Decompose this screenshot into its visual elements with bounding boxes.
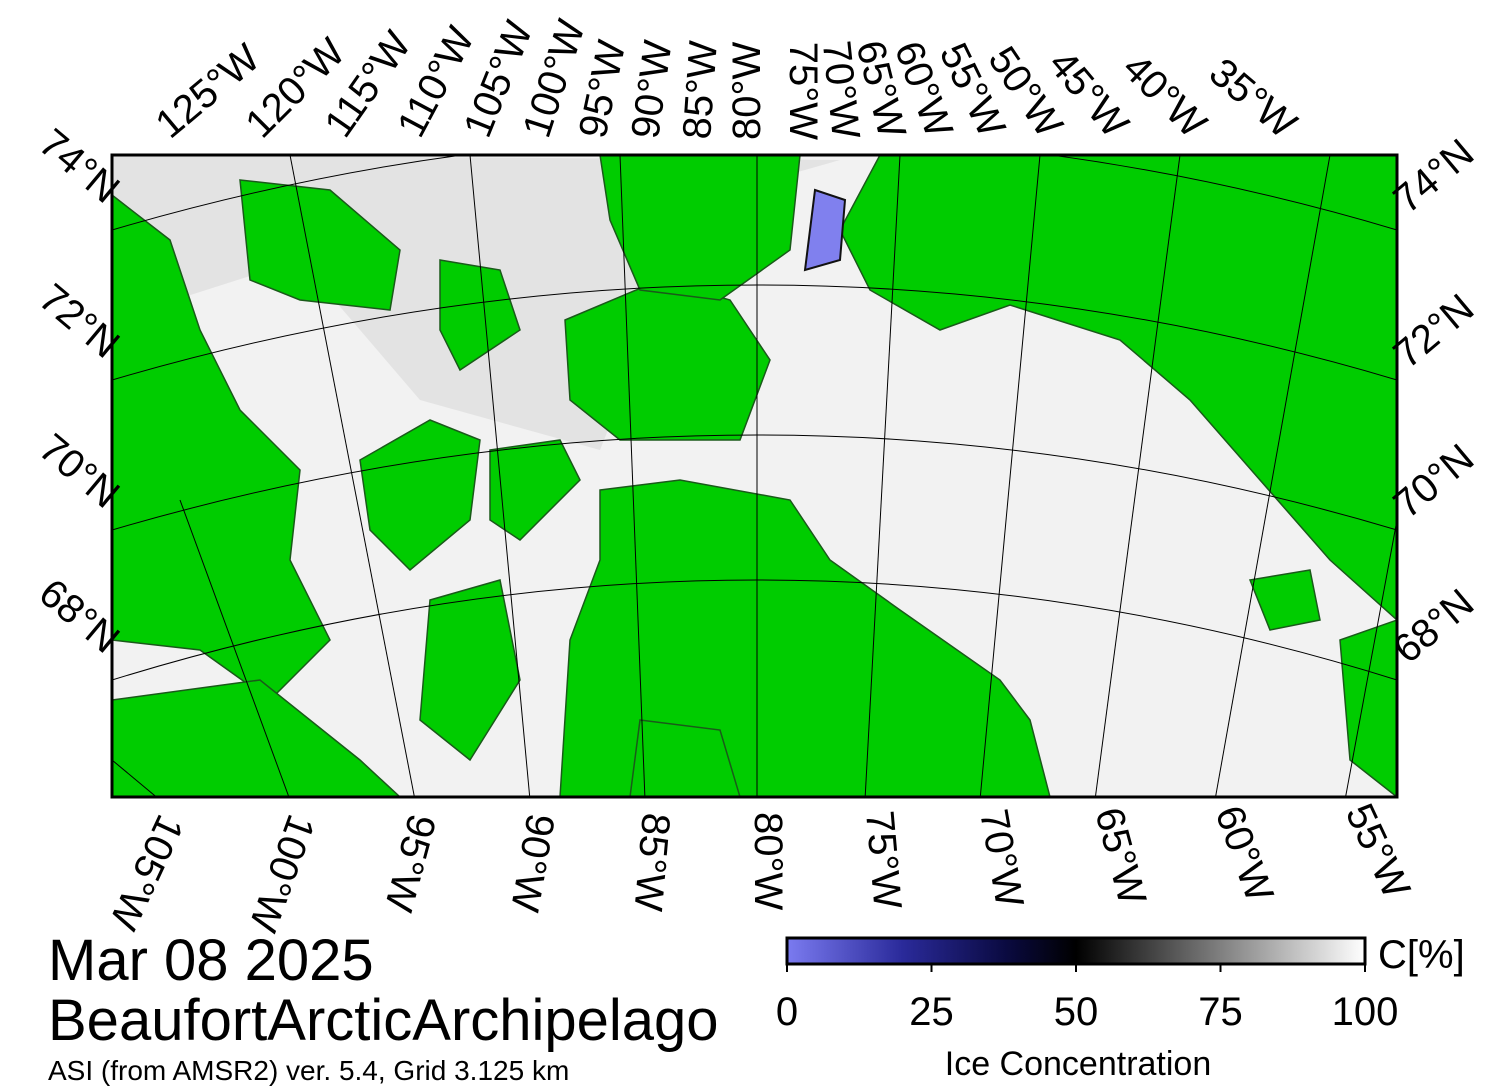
colorbar-tick-label: 0 (776, 990, 798, 1034)
colorbar-tick-label: 75 (1198, 990, 1243, 1034)
top-lon-label: 125°W (148, 36, 269, 147)
bottom-lon-label: 95°W (376, 810, 444, 917)
right-lat-label: 68°N (1386, 581, 1483, 672)
right-lat-label: 70°N (1386, 436, 1483, 527)
bottom-lon-label: 70°W (971, 806, 1031, 911)
top-lon-label: 85°W (675, 39, 726, 140)
top-lon-label: 35°W (1201, 50, 1305, 147)
colorbar (785, 936, 1367, 966)
top-lon-label: 70°W (814, 39, 868, 142)
bottom-lon-label: 105°W (101, 808, 192, 936)
colorbar-unit: C[%] (1378, 933, 1465, 977)
bottom-lon-label: 100°W (240, 809, 323, 938)
bottom-lon-label: 55°W (1337, 797, 1419, 905)
colorbar-tick-label: 25 (909, 990, 954, 1034)
colorbar-label: Ice Concentration (945, 1045, 1212, 1083)
colorbar-tick-label: 100 (1332, 990, 1399, 1034)
region: BeaufortArcticArchipelago (48, 988, 719, 1053)
colorbar-tick-label: 50 (1054, 990, 1099, 1034)
bottom-lon-label: 80°W (746, 812, 790, 910)
map-frame (110, 153, 1399, 799)
bottom-lon-label: 60°W (1207, 800, 1282, 908)
top-lon-label: 80°W (725, 42, 769, 140)
map-body (112, 155, 1397, 797)
bottom-lon-label: 85°W (625, 811, 677, 913)
bottom-lon-label: 65°W (1086, 803, 1154, 910)
subtitle: ASI (from AMSR2) ver. 5.4, Grid 3.125 km (48, 1055, 569, 1086)
top-lon-label: 40°W (1114, 46, 1215, 147)
bottom-lon-label: 75°W (857, 809, 909, 911)
bottom-lon-label: 90°W (502, 810, 562, 915)
right-lat-label: 72°N (1386, 286, 1483, 377)
top-lon-label: 75°W (781, 42, 825, 140)
right-lat-label: 74°N (1386, 131, 1483, 222)
date: Mar 08 2025 (48, 928, 374, 993)
